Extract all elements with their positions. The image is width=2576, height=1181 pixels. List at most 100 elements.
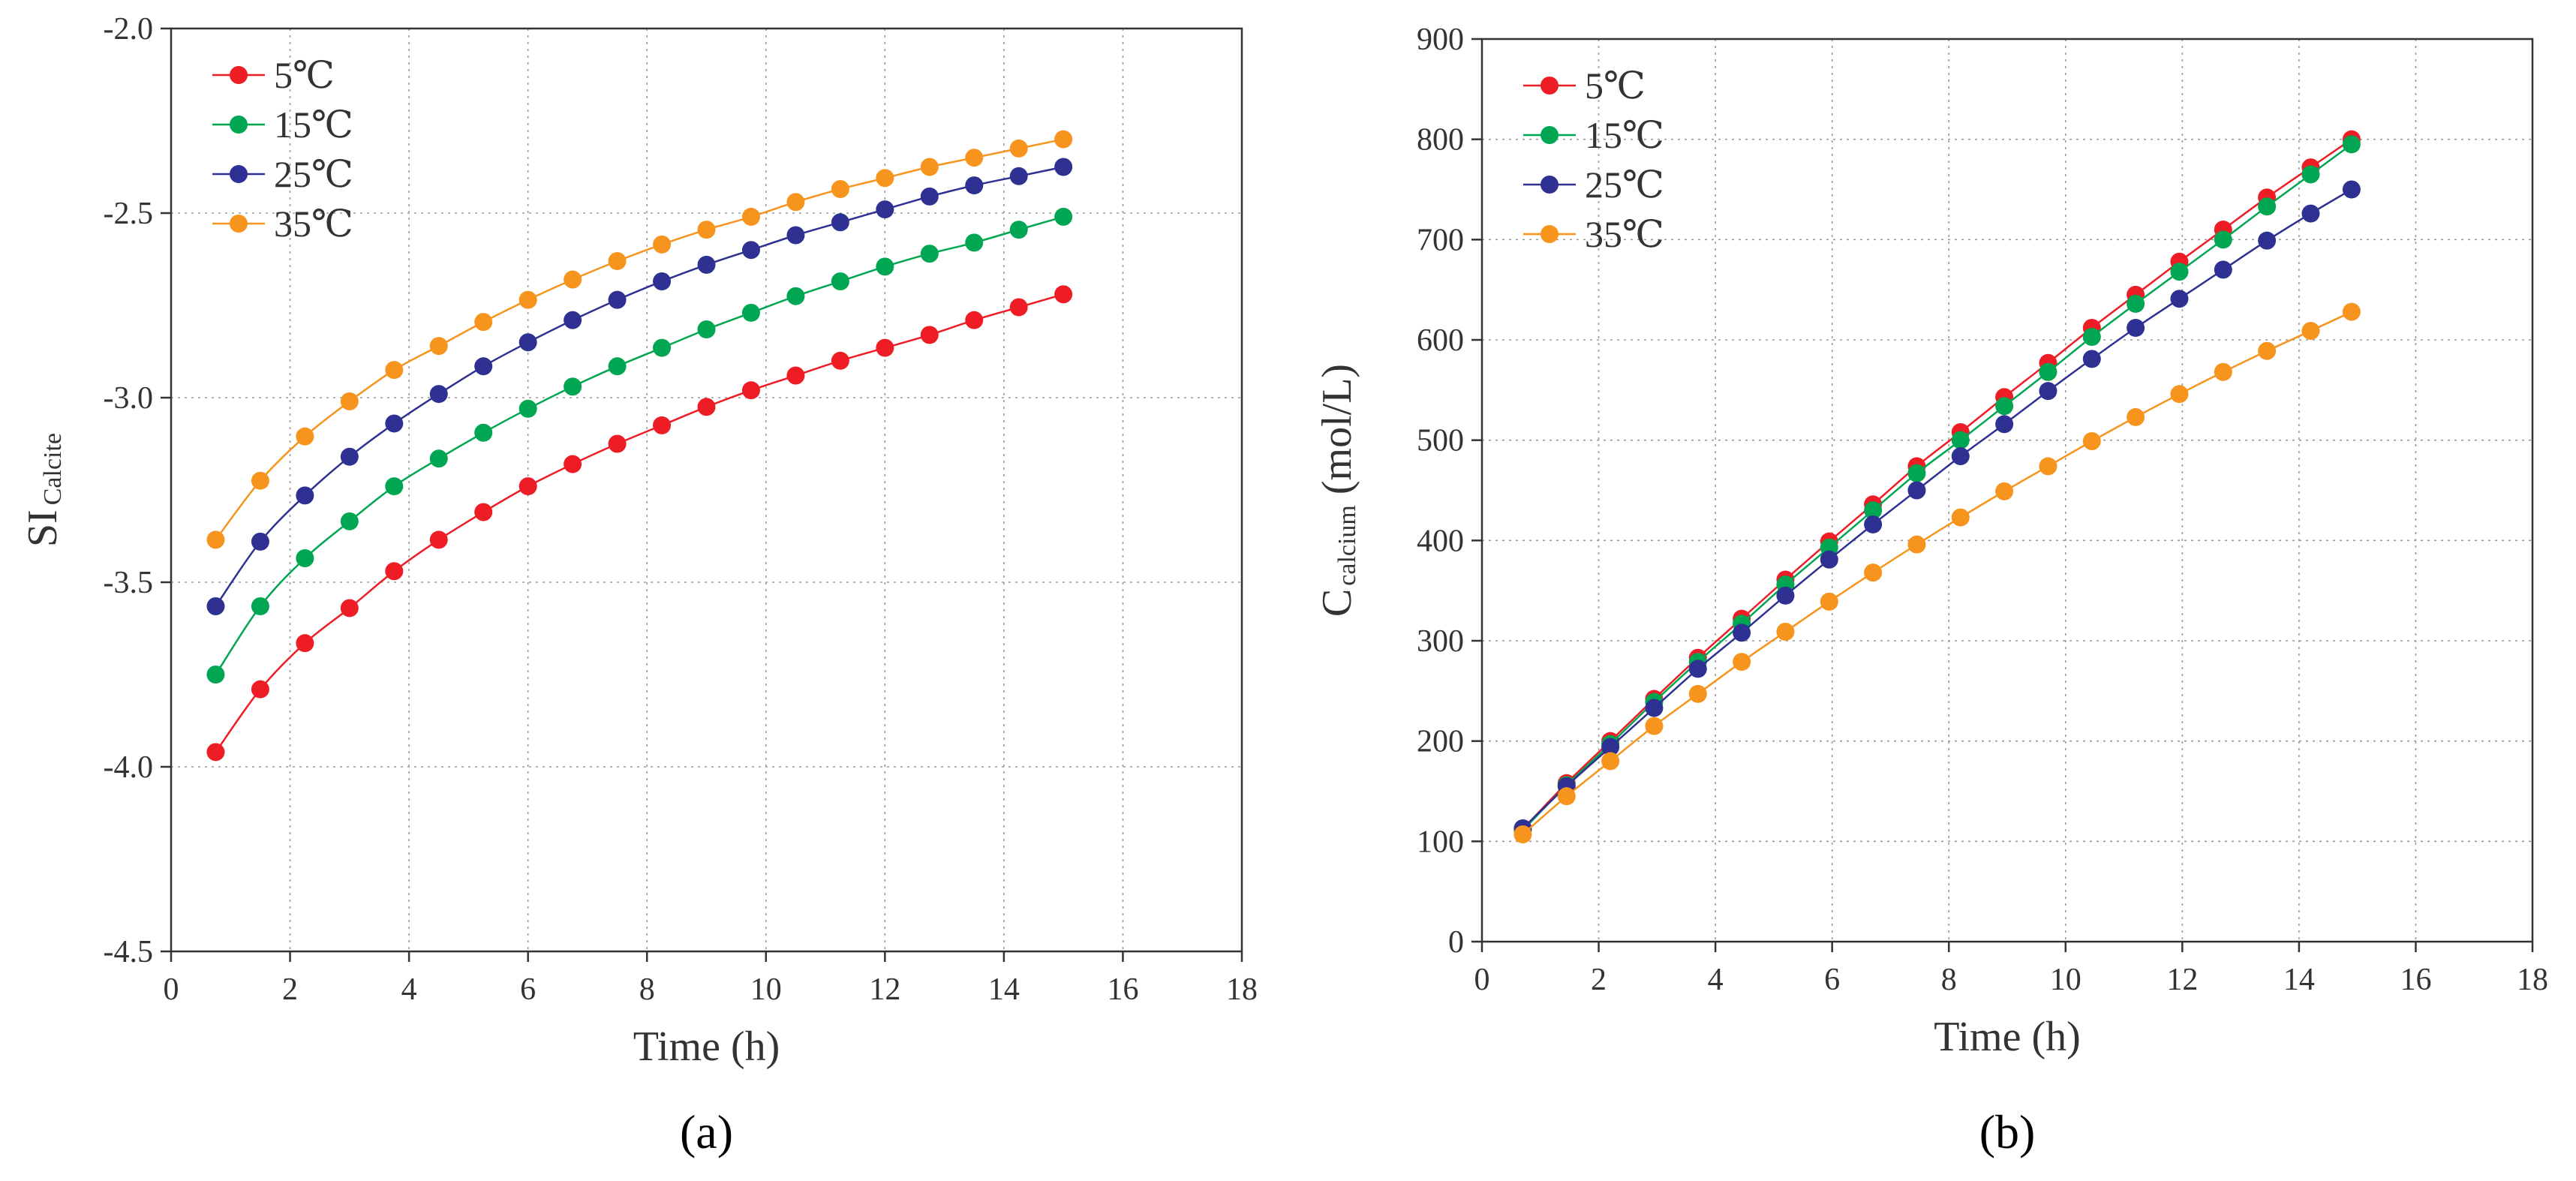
data-point-b-1-10 [1951,431,1970,449]
x-tick-label-a: 14 [988,972,1020,1007]
y-axis-label-a-sub: Calcite [39,433,67,505]
data-point-b-2-2 [1601,738,1620,756]
plot-frame-a [170,27,1243,953]
chart-panel-b: 0 2 4 6 8 10 12 14 16 18 0 100 200 300 400 500 600 700 800… [1314,23,2548,1158]
data-point-a-3-17 [965,149,984,167]
data-point-a-0-2 [296,634,314,653]
y-tick-label-a: -3.0 [104,381,154,416]
data-point-b-3-15 [2170,385,2189,404]
series-line-b-3 [1522,311,2352,835]
x-tick-label-a: 4 [401,972,417,1007]
data-point-a-2-6 [474,357,493,376]
data-point-a-3-16 [920,158,939,176]
data-point-b-2-5 [1733,624,1751,642]
data-point-a-2-15 [876,200,894,219]
y-tick-label-b: 0 [1448,925,1464,960]
data-point-a-2-9 [608,290,627,309]
data-point-b-3-10 [1951,508,1970,527]
data-point-b-2-19 [2342,180,2361,199]
data-point-b-2-12 [2039,382,2057,401]
data-point-a-2-1 [251,532,269,551]
y-axis-label-a: SI Calcite [20,433,67,547]
data-point-a-2-10 [653,272,672,291]
x-tick-label-a: 2 [282,972,298,1007]
x-tick-label-b: 8 [1941,963,1957,997]
data-point-a-2-18 [1009,167,1028,185]
data-point-a-3-5 [429,337,448,356]
data-point-b-1-11 [1995,397,2014,416]
y-tick-label-b: 100 [1417,825,1464,859]
data-point-a-0-3 [340,599,359,618]
data-point-b-3-0 [1513,825,1532,843]
data-point-a-3-12 [741,207,760,226]
data-point-b-3-18 [2301,321,2320,340]
x-tick-label-b: 18 [2517,963,2548,997]
legend-label-a-0: 5℃ [274,54,335,96]
data-point-a-1-17 [965,233,984,252]
plot-frame-b [1480,38,2534,943]
data-point-b-2-16 [2214,260,2232,279]
data-point-a-0-7 [519,477,537,496]
data-point-a-1-0 [206,666,225,684]
data-point-b-3-11 [1995,482,2014,500]
data-point-b-1-16 [2214,230,2232,249]
chart-panel-a: 0 2 4 6 8 10 12 14 16 18-4.5-4.0-3.5-3.0-2.5-2.0 … [20,12,1258,1158]
data-point-a-3-11 [697,221,716,239]
data-point-a-1-16 [920,245,939,263]
data-point-a-1-18 [1009,221,1028,239]
data-point-b-3-4 [1688,684,1707,703]
x-tick-label-b: 14 [2283,963,2315,997]
data-point-b-3-17 [2258,341,2277,360]
x-tick-label-a: 16 [1107,972,1138,1007]
y-tick-label-a: -4.0 [104,750,154,785]
x-tick-label-a: 12 [869,972,900,1007]
y-tick-label-a: -4.5 [104,935,154,969]
data-point-a-3-0 [206,530,225,549]
data-point-a-3-1 [251,471,269,490]
data-point-a-2-5 [429,385,448,404]
data-point-a-0-11 [697,398,716,416]
data-point-b-2-10 [1951,447,1970,466]
data-point-a-2-13 [786,226,805,245]
data-point-a-2-19 [1054,158,1073,176]
data-point-a-0-13 [786,366,805,385]
data-point-a-2-7 [519,333,537,352]
data-point-b-3-1 [1557,787,1576,806]
panel-label-a: (a) [680,1105,733,1158]
data-point-a-0-16 [920,326,939,344]
data-point-b-1-15 [2170,263,2189,281]
data-point-a-0-1 [251,680,269,699]
data-point-a-0-0 [206,743,225,762]
data-point-b-3-5 [1733,653,1751,672]
data-point-b-2-8 [1864,515,1883,533]
data-point-a-1-19 [1054,207,1073,226]
y-tick-label-b: 500 [1417,424,1464,458]
data-point-a-1-1 [251,597,269,615]
y-tick-label-b: 200 [1417,725,1464,759]
data-point-a-1-7 [519,399,537,418]
grid-b [1482,39,2532,942]
data-point-a-3-8 [564,270,582,289]
data-point-a-3-2 [296,427,314,446]
legend-label-b-3: 35℃ [1585,213,1664,255]
x-tick-label-b: 4 [1708,963,1724,997]
data-point-a-0-12 [741,381,760,400]
data-point-b-3-7 [1820,592,1838,611]
data-point-b-1-12 [2039,362,2057,381]
y-tick-label-b: 800 [1417,123,1464,158]
legend-marker-b-3 [1540,225,1559,243]
y-axis-label-a-main: SI [20,509,66,547]
legend-b: 5℃ 15℃ 25℃ 35℃ [1523,65,1664,255]
legend-marker-b-0 [1540,77,1559,95]
data-point-a-0-8 [564,455,582,473]
y-tick-label-b: 300 [1417,624,1464,659]
data-point-a-3-19 [1054,130,1073,149]
y-axis-label-b-sub: calcium [1333,505,1361,586]
data-point-a-1-8 [564,377,582,396]
data-point-b-1-13 [2082,327,2101,346]
data-point-a-2-11 [697,255,716,274]
data-point-a-2-4 [385,414,404,433]
data-point-b-1-17 [2258,197,2277,216]
legend-marker-b-2 [1540,176,1559,194]
